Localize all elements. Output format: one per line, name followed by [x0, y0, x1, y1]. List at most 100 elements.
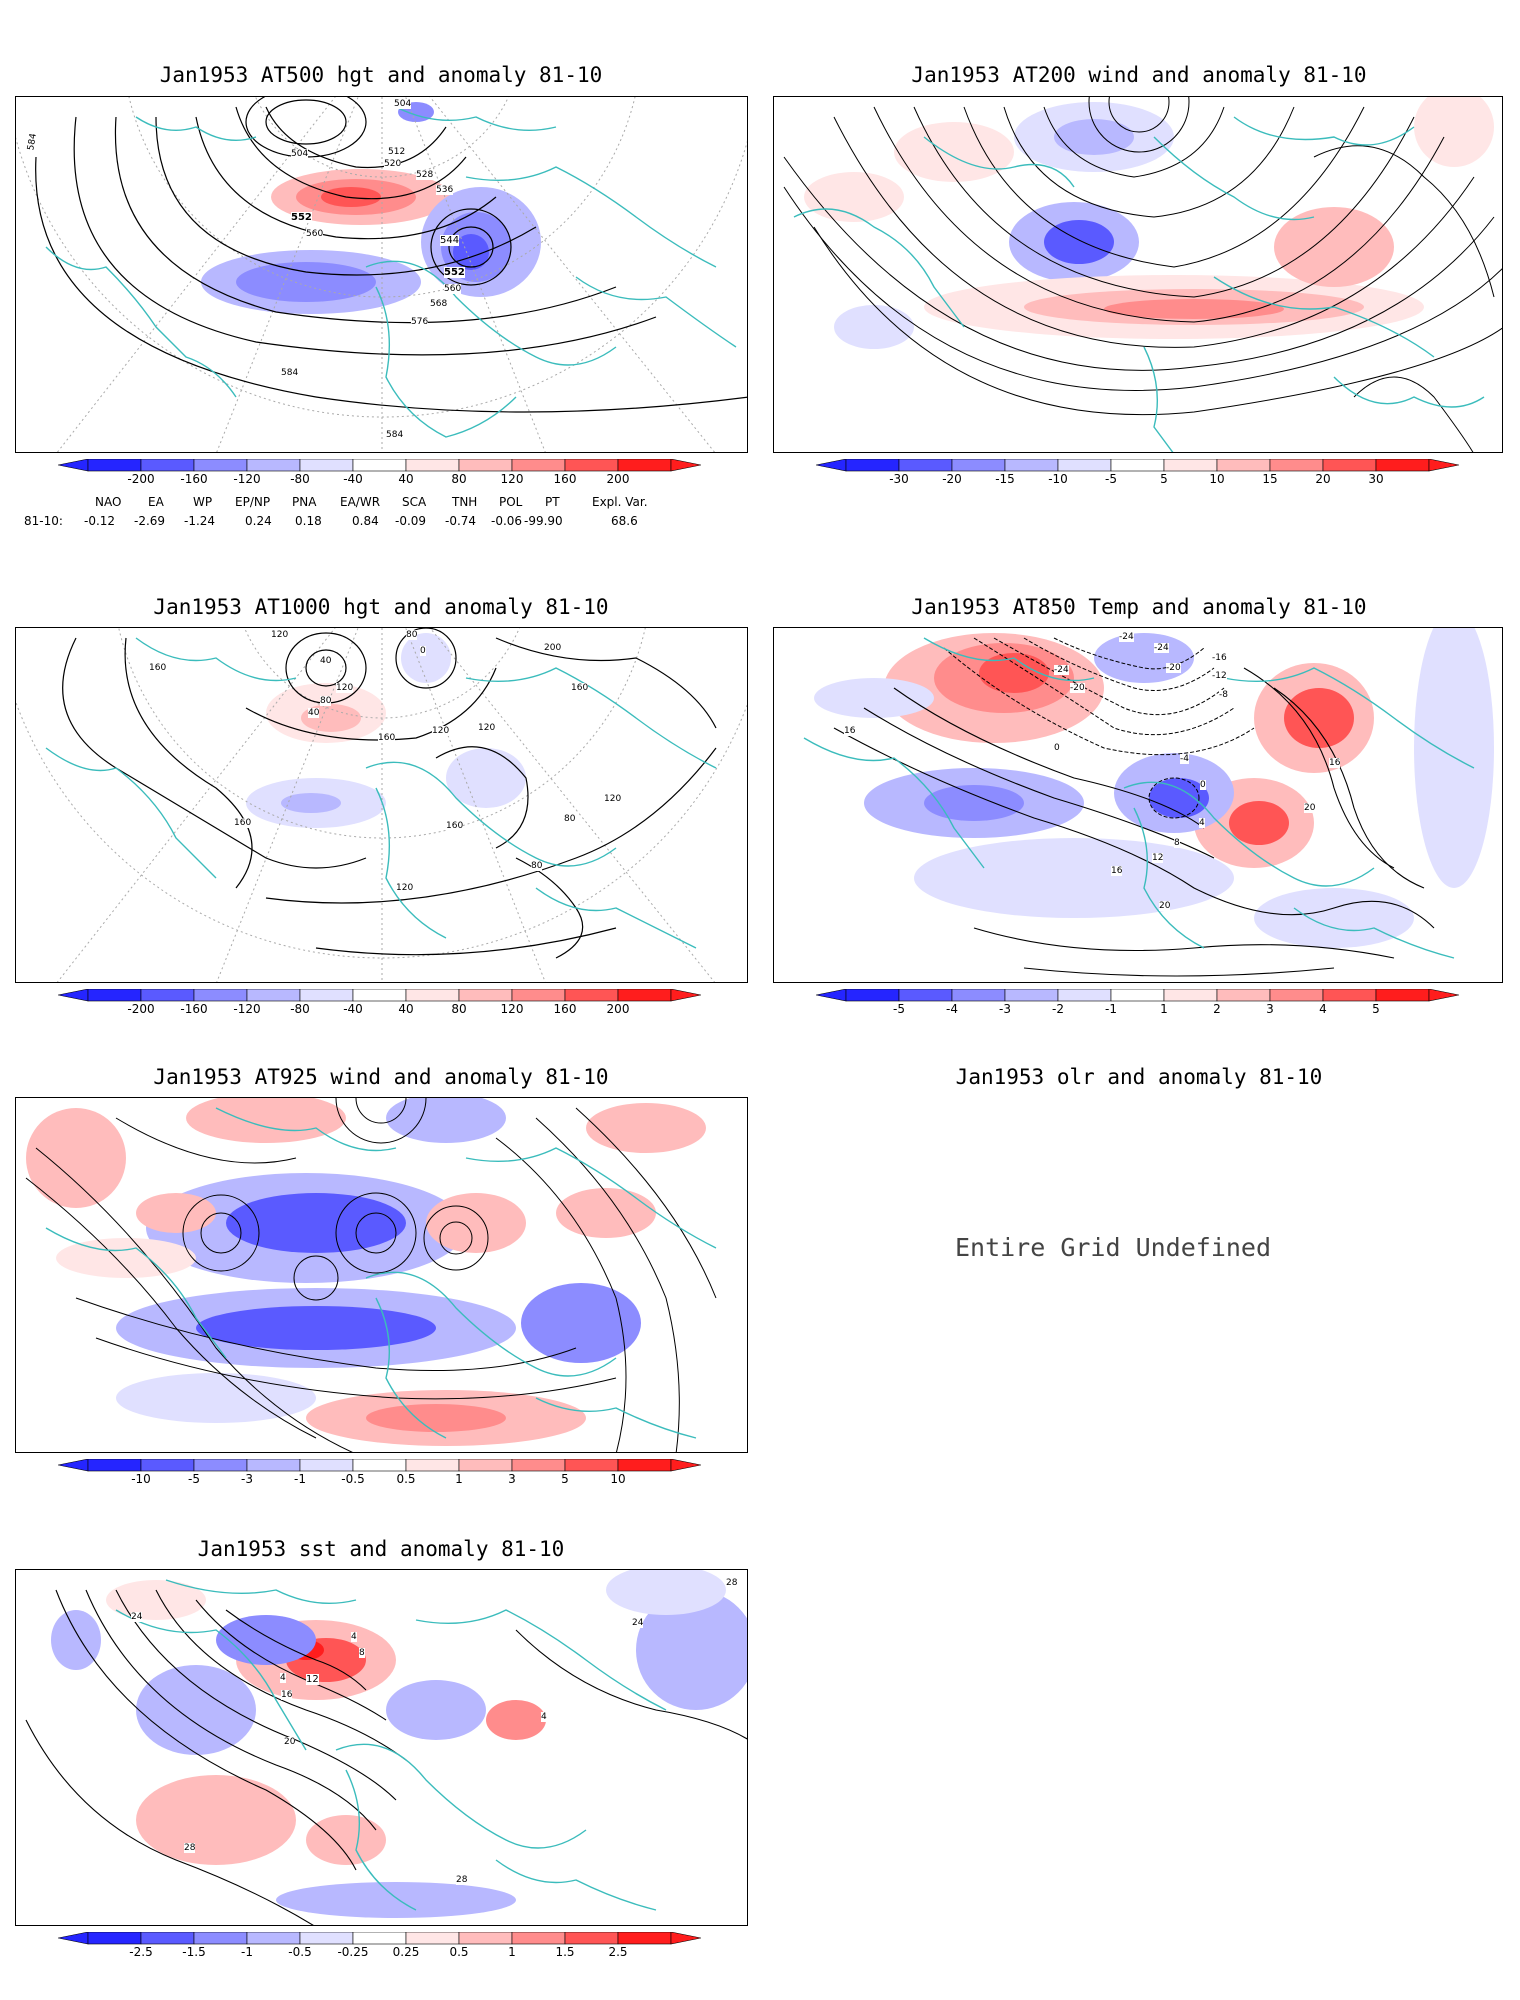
colorbar-tick-label: -0.25: [337, 1945, 369, 1959]
colorbar-segment: [564, 1932, 619, 1945]
colorbar-segment: [246, 1459, 301, 1472]
contour-label: -24: [1054, 665, 1069, 675]
colorbar-left-arrow: [58, 459, 89, 472]
colorbar-tick-label: -10: [1048, 472, 1068, 486]
panel-title-sst: Jan1953 sst and anomaly 81-10: [197, 1537, 565, 1561]
colorbar-left-arrow: [58, 1932, 89, 1945]
colorbar-labels: -10 -5 -3 -1 -0.5 0.5 1 3 5 10: [58, 1472, 701, 1488]
colorbar-tick-label: -160: [180, 472, 208, 486]
colorbar-svg: [58, 1459, 701, 1472]
colorbar-segment: [140, 459, 195, 472]
colorbar-tick-label: -5: [1105, 472, 1117, 486]
contour-label: 120: [396, 883, 414, 893]
colorbar-right-arrow: [1428, 459, 1459, 472]
teleconnection-table: NAO EA WP EP/NP PNA EA/WR SCA TNH POL PT…: [0, 495, 760, 535]
map-svg-hgt1000: [16, 628, 747, 982]
panel-title-wind925: Jan1953 AT925 wind and anomaly 81-10: [153, 1065, 609, 1089]
contour-label: 16: [844, 726, 856, 736]
colorbar-tick-label: -3: [999, 1002, 1011, 1016]
contour-label: -24: [1154, 643, 1169, 653]
colorbar-sst: -2.5 -1.5 -1 -0.5 -0.25 0.25 0.5 1 1.5 2.5: [58, 1932, 701, 1962]
contour-label: 24: [131, 1612, 143, 1622]
contour-label: 560: [444, 284, 462, 294]
colorbar-tick-label: -1: [1105, 1002, 1117, 1016]
colorbar-right-arrow: [1428, 989, 1459, 1002]
colorbar-tick-label: 160: [553, 472, 577, 486]
index-value: -0.09: [395, 514, 427, 528]
colorbar-svg: [58, 989, 701, 1002]
contour-label: 80: [406, 630, 418, 640]
colorbar-segment: [87, 989, 142, 1002]
colorbar-tick-label: -20: [942, 472, 962, 486]
colorbar-segment: [458, 989, 513, 1002]
contour-label: 80: [531, 861, 543, 871]
contour-label: 160: [149, 663, 167, 673]
map-temp850: -24 -24 -20 -16 -12 -8 -24 -20 0 16 -4 0…: [773, 627, 1503, 983]
colorbar-segment: [1269, 989, 1324, 1002]
contour-label: 40: [308, 708, 320, 718]
colorbar-tick-label: -160: [180, 1002, 208, 1016]
colorbar-tick-label: -200: [127, 472, 155, 486]
colorbar-tick-label: 0.5: [396, 1472, 416, 1486]
colorbar-segment: [898, 459, 953, 472]
contour-label: 16: [281, 1690, 293, 1700]
colorbar-tick-label: -2.5: [129, 1945, 153, 1959]
colorbar-tick-label: 30: [1368, 472, 1384, 486]
contour-label: -20: [1070, 683, 1085, 693]
index-name: PNA: [292, 495, 317, 509]
colorbar-tick-label: 0.25: [392, 1945, 420, 1959]
colorbar-hgt500: -200 -160 -120 -80 -40 40 80 120 160 200: [58, 459, 701, 489]
contour-label: 536: [436, 185, 454, 195]
colorbar-tick-label: 5: [1372, 1002, 1380, 1016]
colorbar-segment: [617, 1932, 672, 1945]
colorbar-tick-label: 200: [606, 472, 630, 486]
colorbar-left-arrow: [58, 989, 89, 1002]
map-svg-wind925: [25, 1098, 717, 1452]
contour-label: 80: [320, 696, 332, 706]
contour-label: 16: [1111, 866, 1123, 876]
colorbar-segment: [87, 459, 142, 472]
colorbar-tick-label: -1: [241, 1945, 253, 1959]
colorbar-tick-label: -40: [343, 472, 363, 486]
contour-label: 120: [336, 683, 354, 693]
colorbar-tick-label: -80: [290, 1002, 310, 1016]
colorbar-segment: [1269, 459, 1324, 472]
colorbar-tick-label: 1: [1160, 1002, 1168, 1016]
index-name: EA: [148, 495, 164, 509]
colorbar-segment: [951, 989, 1006, 1002]
colorbar-segment: [1216, 989, 1271, 1002]
index-value: 0.84: [352, 514, 379, 528]
contour-label: 28: [456, 1875, 468, 1885]
colorbar-segment: [405, 989, 460, 1002]
contour-label: 20: [1159, 901, 1171, 911]
colorbar-tick-label: 20: [1315, 472, 1331, 486]
colorbar-tick-label: -0.5: [288, 1945, 312, 1959]
colorbar-tick-label: 2: [1213, 1002, 1221, 1016]
colorbar-labels: -200 -160 -120 -80 -40 40 80 120 160 200: [58, 1002, 701, 1018]
colorbar-tick-label: 10: [1209, 472, 1225, 486]
colorbar-segment: [458, 459, 513, 472]
colorbar-labels: -30 -20 -15 -10 -5 5 10 15 20 30: [816, 472, 1459, 488]
index-value: 0.18: [295, 514, 322, 528]
colorbar-tick-label: 1: [508, 1945, 516, 1959]
colorbar-tick-label: 5: [561, 1472, 569, 1486]
colorbar-tick-label: -200: [127, 1002, 155, 1016]
colorbar-svg: [816, 989, 1459, 1002]
contour-label: 504: [394, 99, 412, 109]
index-name: SCA: [402, 495, 427, 509]
colorbar-segment: [617, 459, 672, 472]
map-hgt500: 584 504 504 512 520 528 536 552 560 544 …: [15, 96, 748, 453]
panel-title-hgt500: Jan1953 AT500 hgt and anomaly 81-10: [159, 63, 603, 87]
colorbar-tick-label: 40: [398, 472, 414, 486]
undefined-grid-message: Entire Grid Undefined: [954, 1233, 1272, 1262]
colorbar-segment: [564, 459, 619, 472]
colorbar-tick-label: 15: [1262, 472, 1278, 486]
contour-label: 20: [284, 1737, 296, 1747]
colorbar-tick-label: -120: [233, 1002, 261, 1016]
contour-label: 0: [420, 646, 426, 656]
map-wind200: [773, 96, 1503, 453]
colorbar-segment: [511, 1932, 566, 1945]
contour-label: 16: [1329, 758, 1341, 768]
colorbar-segment: [1163, 459, 1218, 472]
contour-label: 576: [411, 317, 429, 327]
